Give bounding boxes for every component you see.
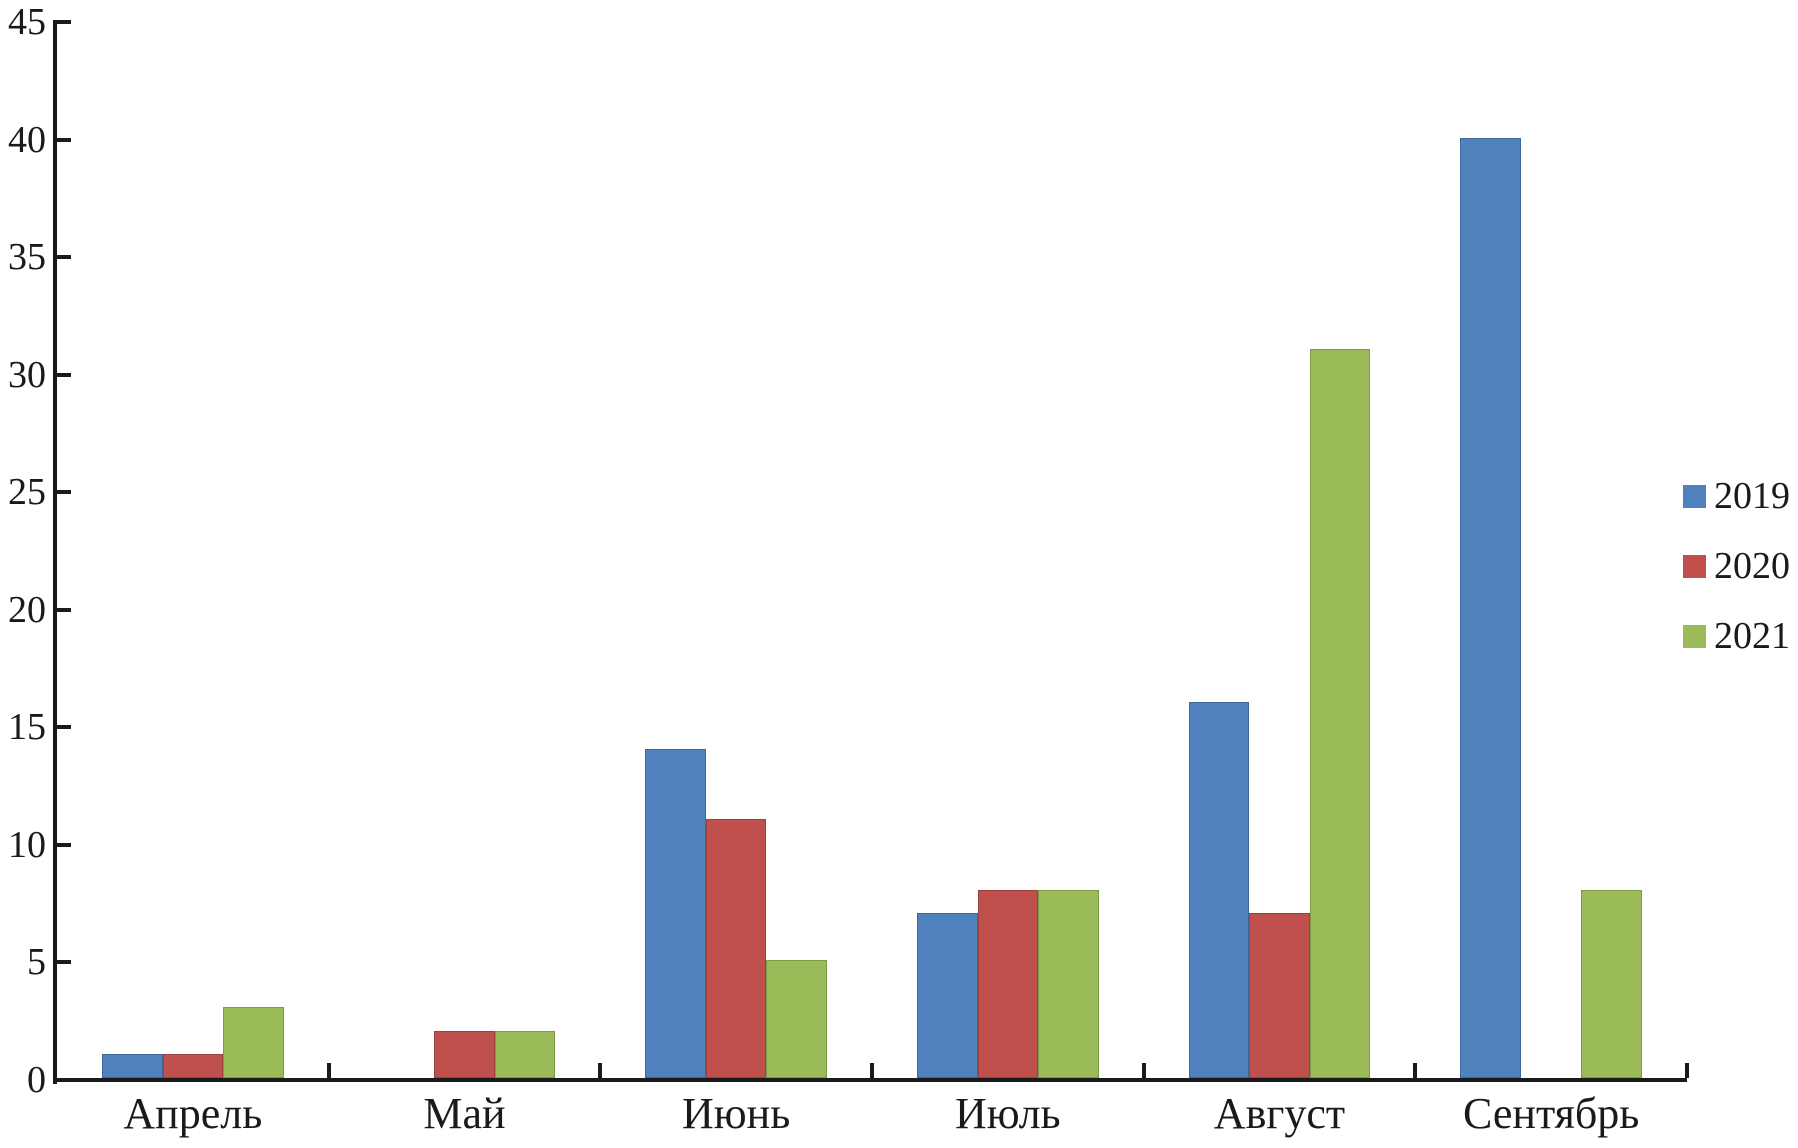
bar-2019-cat2: [645, 748, 706, 1078]
bar-2020-cat0: [162, 1054, 224, 1078]
bar-2020-cat3: [977, 889, 1039, 1078]
y-tick-label: 30: [8, 353, 46, 396]
bar-2019-cat4: [1188, 701, 1250, 1078]
legend-label-2021: 2021: [1714, 615, 1790, 657]
x-tick: [1413, 1063, 1418, 1078]
bar-2021-cat5: [1581, 889, 1642, 1078]
legend-label-2020: 2020: [1714, 545, 1790, 587]
x-category-label: Июнь: [682, 1089, 791, 1138]
y-tick: [57, 725, 71, 730]
y-tick-label: 25: [8, 471, 46, 514]
x-tick: [598, 1063, 603, 1078]
y-tick: [57, 1078, 71, 1082]
y-axis: [53, 20, 57, 1084]
bar-2021-cat2: [766, 960, 827, 1078]
bar-2021-cat1: [494, 1030, 556, 1078]
x-category-label: Сентябрь: [1463, 1089, 1640, 1138]
y-tick: [57, 490, 71, 495]
y-tick-label: 10: [8, 823, 46, 866]
y-tick-label: 35: [8, 236, 46, 279]
y-tick-label: 5: [27, 941, 46, 984]
y-tick: [57, 960, 71, 965]
x-category-label: Апрель: [123, 1089, 263, 1138]
y-tick: [57, 137, 71, 142]
x-tick: [1685, 1063, 1689, 1078]
y-tick: [57, 20, 71, 24]
bar-2021-cat3: [1038, 889, 1099, 1078]
bar-2020-cat4: [1249, 913, 1310, 1078]
y-tick: [57, 255, 71, 260]
x-tick: [326, 1063, 331, 1078]
bar-2019-cat0: [102, 1054, 163, 1078]
x-category-label: Август: [1213, 1089, 1346, 1138]
y-tick-label: 15: [8, 706, 46, 749]
legend-swatch-2021: [1683, 625, 1706, 648]
y-tick-label: 20: [8, 588, 46, 631]
x-tick: [870, 1063, 874, 1078]
bar-2021-cat4: [1309, 349, 1371, 1078]
x-category-label: Июль: [955, 1089, 1061, 1138]
x-tick: [1141, 1063, 1146, 1078]
y-tick: [57, 842, 71, 847]
y-tick-label: 45: [8, 1, 46, 43]
y-tick: [57, 607, 71, 612]
bar-2020-cat1: [434, 1030, 495, 1078]
y-tick-label: 40: [8, 118, 46, 161]
bar-2020-cat2: [705, 819, 767, 1078]
bar-2019-cat5: [1460, 137, 1521, 1078]
x-category-label: Май: [423, 1089, 506, 1138]
y-tick: [57, 372, 71, 377]
legend-label-2019: 2019: [1714, 475, 1790, 517]
x-axis: [53, 1078, 1687, 1082]
bar-2019-cat3: [917, 913, 978, 1078]
legend-swatch-2020: [1683, 555, 1706, 578]
legend-swatch-2019: [1683, 485, 1706, 508]
y-tick-label: 0: [27, 1059, 46, 1101]
bar-2021-cat0: [223, 1007, 284, 1078]
